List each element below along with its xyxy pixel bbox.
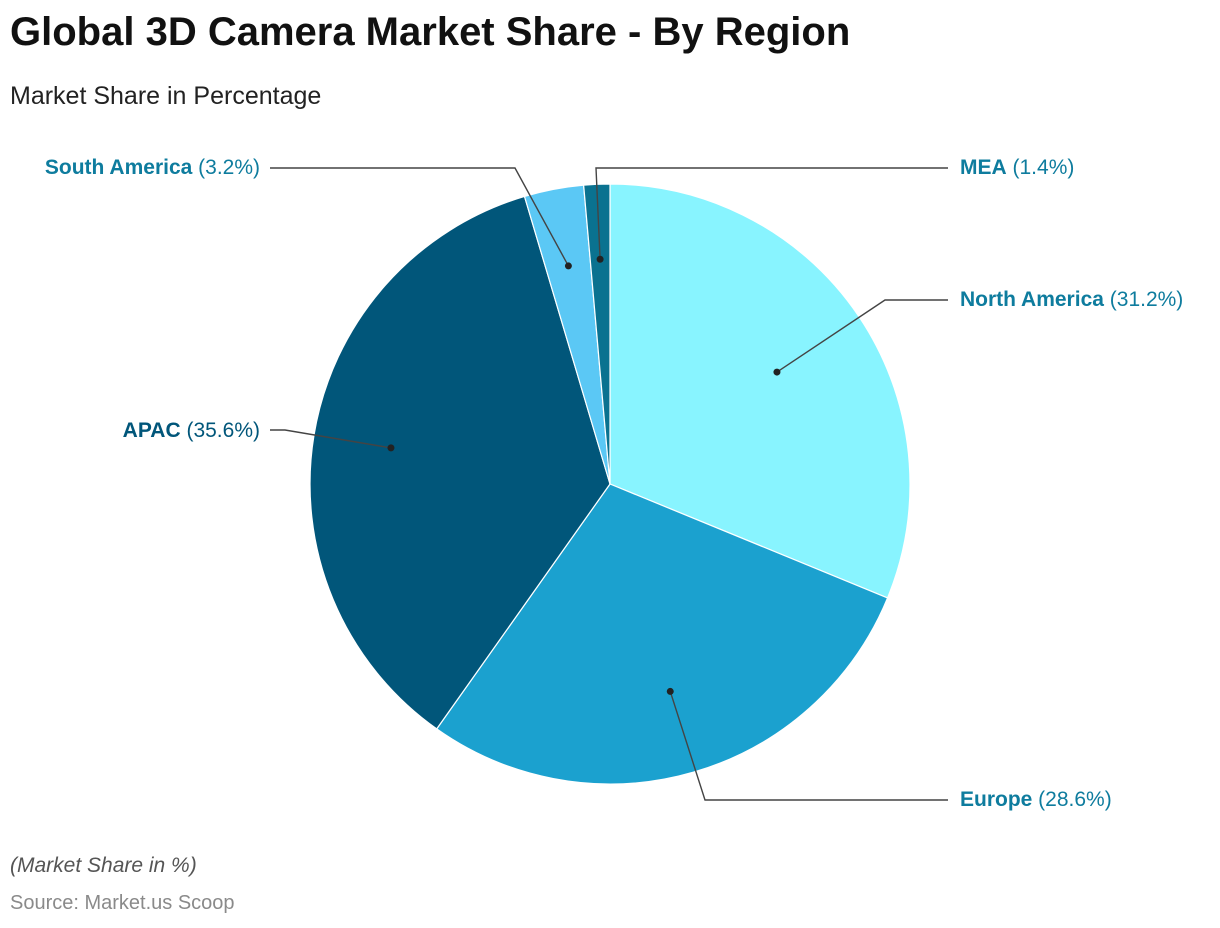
leader-lines: [270, 167, 948, 801]
chart-source: Source: Market.us Scoop: [10, 892, 235, 914]
leader-line-mea: [595, 167, 948, 260]
slice-label-europe: Europe (28.6%): [960, 788, 1112, 811]
slice-label-name: North America: [960, 288, 1104, 311]
chart-note: (Market Share in %): [10, 854, 197, 877]
slice-label-value: (1.4%): [1007, 156, 1075, 179]
slice-label-name: APAC: [123, 419, 181, 442]
slice-label-north-america: North America (31.2%): [960, 288, 1183, 311]
slice-labels: North America (31.2%) Europe (28.6%) APAC …: [45, 156, 1183, 811]
slice-label-value: (28.6%): [1032, 788, 1111, 811]
slice-label-value: (35.6%): [181, 419, 260, 442]
slice-label-value: (3.2%): [192, 156, 260, 179]
leader-line-north-america: [776, 299, 948, 373]
chart-subtitle: Market Share in Percentage: [10, 82, 322, 110]
pie-slices: [309, 183, 911, 785]
leader-dot-north-america: [773, 368, 781, 376]
leader-dot-mea: [596, 255, 604, 263]
slice-label-name: Europe: [960, 788, 1032, 811]
slice-label-name: MEA: [960, 156, 1007, 179]
chart-title: Global 3D Camera Market Share - By Regio…: [10, 10, 851, 54]
leader-line-europe: [669, 691, 948, 801]
pie-slice-europe: [435, 483, 889, 785]
leader-dot-south-america: [564, 262, 572, 270]
slice-label-name: South America: [45, 156, 193, 179]
slice-label-value: (31.2%): [1104, 288, 1183, 311]
slice-label-south-america: South America (3.2%): [45, 156, 260, 179]
slice-label-apac: APAC (35.6%): [123, 419, 260, 442]
leader-dot-apac: [387, 444, 395, 452]
leader-line-apac: [270, 429, 392, 449]
leader-dot-europe: [666, 687, 674, 695]
slice-label-mea: MEA (1.4%): [960, 156, 1074, 179]
leader-line-south-america: [270, 167, 570, 267]
